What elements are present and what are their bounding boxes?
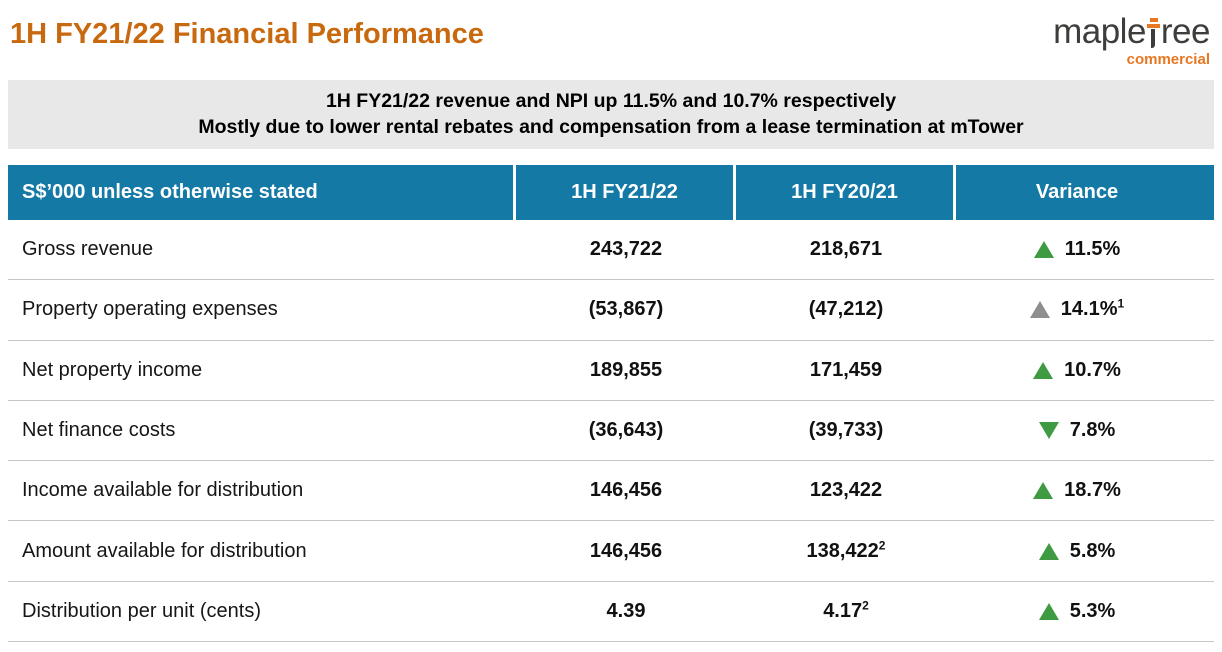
table-row: Distribution per unit (cents) 4.39 4.172 5.… [8,582,1214,643]
value-fy2021: 4.172 [823,598,869,622]
table-row: Gross revenue 243,722 218,671 11.5% [8,220,1214,281]
header-cell-0: S$’000 unless otherwise stated [8,165,516,220]
variance-value: 18.7% [1064,479,1121,502]
table-row: Income available for distribution 146,456… [8,461,1214,522]
header-cell-1: 1H FY21/22 [516,165,736,220]
variance-value: 14.1%1 [1060,296,1125,321]
header-cell-3: Variance [1035,181,1119,203]
row-label: Property operating expenses [22,298,278,321]
row-label: Gross revenue [22,238,154,261]
header-cell-2: 1H FY20/21 [736,165,956,220]
triangle-up-icon [1033,482,1054,500]
value-fy2021: (47,212) [808,298,884,321]
logo-subtitle: commercial [1126,51,1210,68]
value-fy2021: 218,671 [809,238,883,261]
row-label: Net property income [22,358,203,381]
logo-brand-suffix: ree [1160,12,1211,51]
table-row: Net property income 189,855 171,459 10.7% [8,341,1214,401]
variance-value: 11.5% [1064,238,1121,261]
variance-cell: 10.7% [956,359,1198,382]
footnote-marker: 1 [1117,296,1125,311]
triangle-up-icon [1038,542,1059,560]
logo-brand-text: maple ree [1053,14,1210,49]
table-body: Gross revenue 243,722 218,671 11.5% Property… [8,220,1214,643]
variance-cell: 11.5% [956,238,1198,261]
table-row: Amount available for distribution 146,456… [8,521,1214,582]
row-label: Amount available for distribution [22,539,307,562]
value-fy2122: 4.39 [606,599,646,622]
value-fy2021: 123,422 [809,479,883,502]
triangle-up-icon [1029,301,1050,319]
variance-value: 7.8% [1069,419,1116,442]
variance-value: 5.3% [1069,599,1116,622]
highlight-banner: 1H FY21/22 revenue and NPI up 11.5% and … [8,80,1214,149]
value-fy2122: (36,643) [588,419,664,442]
row-label: Distribution per unit (cents) [22,599,261,622]
value-fy2021: 138,4222 [806,537,886,562]
value-fy2122: 189,855 [589,358,663,381]
triangle-up-icon [1033,241,1054,259]
variance-cell: 14.1%1 [956,298,1198,321]
value-fy2122: (53,867) [588,298,664,321]
variance-cell: 5.3% [956,600,1198,623]
banner-line-1: 1H FY21/22 revenue and NPI up 11.5% and … [325,90,897,112]
triangle-up-icon [1033,361,1054,379]
table-header-row: S$’000 unless otherwise stated 1H FY21/22… [8,165,1214,220]
variance-value: 5.8% [1069,539,1116,562]
row-label: Income available for distribution [22,479,304,502]
value-fy2021: (39,733) [808,419,884,442]
variance-value: 10.7% [1064,358,1121,381]
value-fy2122: 146,456 [589,539,663,562]
footnote-marker: 2 [878,537,886,552]
variance-cell: 5.8% [956,540,1198,563]
value-fy2021: 171,459 [809,358,883,381]
logo-brand-prefix: maple [1053,12,1146,51]
value-fy2122: 243,722 [589,238,663,261]
banner-line-2: Mostly due to lower rental rebates and c… [198,116,1024,138]
table-row: Net finance costs (36,643) (39,733) 7.8% [8,401,1214,462]
logo-t-icon [1146,16,1160,48]
table-row: Property operating expenses (53,867) (47,2… [8,280,1214,341]
value-fy2122: 146,456 [589,479,663,502]
variance-cell: 7.8% [956,419,1198,442]
variance-cell: 18.7% [956,479,1198,502]
slide-header: 1H FY21/22 Financial Performance maple re… [0,0,1222,80]
mapletree-logo: maple ree commercial [1053,12,1210,67]
triangle-up-icon [1038,602,1059,620]
financial-table: S$’000 unless otherwise stated 1H FY21/22… [8,165,1214,643]
footnote-marker: 2 [862,598,869,613]
triangle-down-icon [1038,422,1059,440]
row-label: Net finance costs [22,419,176,442]
page-title: 1H FY21/22 Financial Performance [10,18,484,50]
